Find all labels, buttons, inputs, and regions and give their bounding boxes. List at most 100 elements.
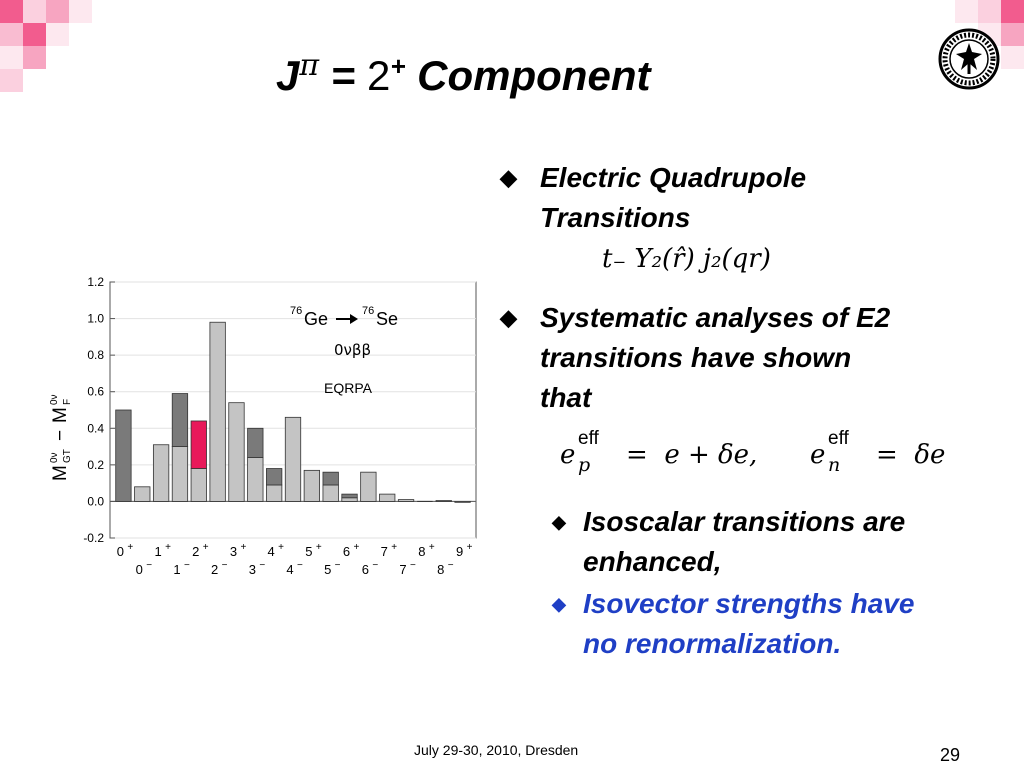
bullet-line: Isoscalar transitions are bbox=[583, 502, 905, 542]
formula-en-base: e bbox=[810, 440, 825, 470]
x-label-negative-parity: 1 bbox=[173, 562, 180, 577]
x-label-positive-parity: 6 bbox=[343, 544, 350, 559]
bar-segment-light bbox=[153, 445, 168, 502]
bullet-text: Electric Quadrupole Transitions bbox=[540, 158, 806, 238]
corner-square bbox=[1001, 23, 1024, 46]
bullet-line: Electric Quadrupole bbox=[540, 158, 806, 198]
chart-y-axis-label: M 0ν GT − M 0ν F bbox=[49, 394, 73, 481]
bar-segment-dark bbox=[116, 410, 131, 501]
ylabel-f-base: M bbox=[50, 407, 71, 423]
corner-square bbox=[955, 0, 978, 23]
bullet-line: Isovector strengths have bbox=[583, 584, 914, 624]
x-label-negative-parity: 8 bbox=[437, 562, 444, 577]
ylabel-f-sub: F bbox=[62, 399, 73, 405]
x-label-negative-parity: 0 bbox=[136, 562, 143, 577]
x-label-negative-parity-sign: − bbox=[222, 560, 228, 571]
x-label-positive-parity-sign: + bbox=[278, 542, 284, 553]
corner-square bbox=[1001, 46, 1024, 69]
chart-annotation-decay: 0νββ bbox=[334, 341, 371, 359]
bar-segment-light bbox=[455, 501, 470, 502]
x-label-positive-parity: 2 bbox=[192, 544, 199, 559]
bar-segment-light bbox=[323, 485, 338, 501]
chart-annotation-model: EQRPA bbox=[324, 380, 373, 396]
y-tick-label: 1.2 bbox=[87, 275, 104, 289]
bar-segment-dark bbox=[172, 394, 187, 447]
bar-segment-light bbox=[342, 498, 357, 502]
chart-x-tick-labels: 0 +1 +2 +3 +4 +5 +6 +7 +8 +9 +0−1−2−3−4−5−6−7−8− bbox=[117, 542, 473, 577]
x-label-positive-parity: 4 bbox=[268, 544, 275, 559]
corner-square bbox=[46, 23, 69, 46]
bar-segment-light bbox=[210, 322, 225, 501]
bar-segment-light bbox=[229, 403, 244, 502]
bar-segment-light bbox=[248, 458, 263, 502]
formula-en-sub: n bbox=[828, 454, 840, 476]
bullet-line: enhanced, bbox=[583, 542, 905, 582]
corner-square bbox=[46, 0, 69, 23]
bar-segment-light bbox=[172, 447, 187, 502]
x-label-positive-parity: 1 bbox=[154, 544, 161, 559]
bar-segment-dark bbox=[323, 472, 338, 485]
x-label-positive-parity: 7 bbox=[381, 544, 388, 559]
page-number: 29 bbox=[940, 745, 960, 766]
annotation-mass-2: 76 bbox=[362, 305, 374, 317]
x-label-negative-parity-sign: − bbox=[372, 560, 378, 571]
x-label-negative-parity-sign: − bbox=[448, 560, 454, 571]
ylabel-gt-sup: 0ν bbox=[49, 452, 60, 463]
x-label-positive-parity-sign: + bbox=[467, 542, 473, 553]
bullet-line: Transitions bbox=[540, 198, 806, 238]
x-label-positive-parity: 9 bbox=[456, 544, 463, 559]
diamond-bullet-icon: ◆ bbox=[552, 584, 566, 624]
x-label-negative-parity: 3 bbox=[249, 562, 256, 577]
x-label-negative-parity-sign: − bbox=[297, 560, 303, 571]
ylabel-gt-base: M bbox=[50, 465, 71, 481]
chart-bars bbox=[116, 322, 471, 502]
x-label-positive-parity-sign: + bbox=[203, 542, 209, 553]
diamond-bullet-icon: ◆ bbox=[552, 502, 566, 542]
bullet-line: transitions have shown bbox=[540, 338, 890, 378]
corner-square bbox=[0, 23, 23, 46]
ylabel-f-sup: 0ν bbox=[49, 394, 60, 405]
bullet-line: that bbox=[540, 378, 890, 418]
formula-ep-sub: p bbox=[578, 454, 590, 476]
formula-operator: t₋ Y₂(r̂) j₂(qr) bbox=[602, 244, 771, 274]
corner-square bbox=[23, 23, 46, 46]
bar-segment-light bbox=[304, 470, 319, 501]
ylabel-minus: − bbox=[50, 430, 71, 441]
x-label-negative-parity-sign: − bbox=[335, 560, 341, 571]
chart-annotation-reaction: 76 Ge 76 Se bbox=[290, 305, 398, 329]
x-label-positive-parity-sign: + bbox=[354, 542, 360, 553]
bar-segment-light bbox=[285, 417, 300, 501]
x-label-positive-parity: 5 bbox=[305, 544, 312, 559]
y-tick-label: 0.4 bbox=[87, 421, 104, 435]
bar-segment-dark bbox=[266, 469, 281, 485]
x-label-negative-parity-sign: − bbox=[184, 560, 190, 571]
x-label-negative-parity: 6 bbox=[362, 562, 369, 577]
annotation-nucleus-2: Se bbox=[376, 309, 398, 329]
x-label-negative-parity: 4 bbox=[286, 562, 293, 577]
formula-en-sup: eff bbox=[828, 428, 849, 450]
x-label-positive-parity: 3 bbox=[230, 544, 237, 559]
corner-square bbox=[0, 46, 23, 69]
chart-y-tick-labels: 1.2 1.0 0.8 0.6 0.4 0.2 0.0 -0.2 bbox=[83, 275, 104, 545]
formula-effective-charges: e eff p = e + δe, e eff n = δe bbox=[560, 432, 980, 482]
bullet-line: Systematic analyses of E2 bbox=[540, 298, 890, 338]
annotation-mass-1: 76 bbox=[290, 305, 302, 317]
x-label-negative-parity-sign: − bbox=[410, 560, 416, 571]
corner-square bbox=[23, 46, 46, 69]
bar-segment-light bbox=[379, 494, 394, 501]
bar-segment-dark bbox=[248, 428, 263, 457]
x-label-positive-parity-sign: + bbox=[429, 542, 435, 553]
corner-square bbox=[69, 0, 92, 23]
x-label-negative-parity: 7 bbox=[399, 562, 406, 577]
title-equals: = bbox=[319, 52, 367, 99]
corner-square bbox=[23, 0, 46, 23]
x-label-negative-parity-sign: − bbox=[146, 560, 152, 571]
bar-segment-light bbox=[436, 501, 451, 502]
x-label-positive-parity-sign: + bbox=[165, 542, 171, 553]
x-label-positive-parity-sign: + bbox=[316, 542, 322, 553]
diamond-bullet-icon: ◆ bbox=[500, 298, 517, 338]
title-plus: + bbox=[390, 51, 405, 81]
y-tick-label: -0.2 bbox=[83, 531, 104, 545]
formula-en-rhs: = δe bbox=[876, 440, 945, 470]
y-tick-label: 1.0 bbox=[87, 312, 104, 326]
